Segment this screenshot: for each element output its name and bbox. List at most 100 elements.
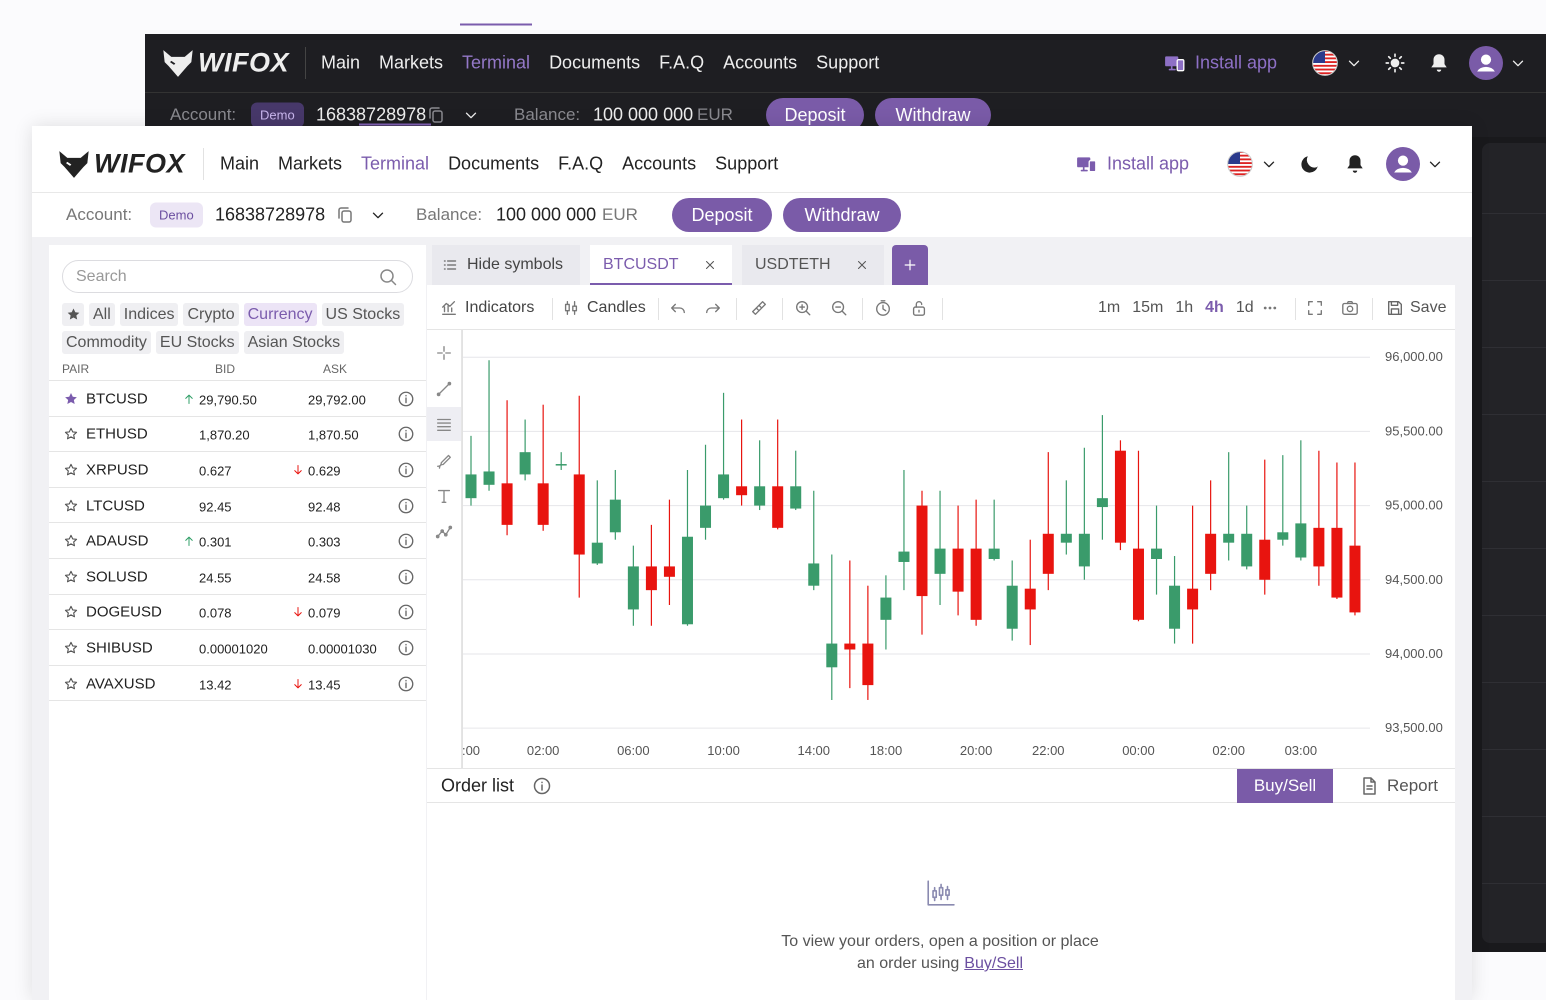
info-icon[interactable] (397, 390, 415, 408)
close-tab[interactable] (703, 258, 717, 272)
withdraw-button[interactable]: Withdraw (783, 198, 901, 232)
filter-chip[interactable]: All (89, 303, 115, 326)
notifications[interactable] (1428, 52, 1450, 74)
interval[interactable]: 1m (1098, 299, 1121, 316)
tool-brush[interactable] (435, 451, 453, 469)
interval[interactable]: 1d (1235, 299, 1254, 316)
tool-ruler[interactable] (750, 299, 768, 317)
tool-line[interactable] (435, 380, 453, 398)
nav-item[interactable]: Main (220, 153, 260, 174)
install-app[interactable]: Install app (1195, 52, 1278, 73)
filter-chip[interactable]: Crypto (183, 303, 239, 326)
nav-item[interactable]: Accounts (723, 52, 798, 73)
copy-icon[interactable] (426, 105, 446, 125)
nav-item[interactable]: Accounts (622, 153, 697, 174)
notifications[interactable] (1344, 153, 1366, 175)
add-tab[interactable] (892, 245, 928, 285)
search-input[interactable]: Search (62, 260, 413, 293)
tool-cross[interactable] (435, 344, 453, 362)
nav-item[interactable]: Terminal (460, 23, 533, 73)
indicators-icon[interactable] (440, 299, 458, 317)
save[interactable]: Save (1410, 299, 1447, 316)
language-flag[interactable] (1227, 151, 1253, 177)
filter-chip[interactable]: EU Stocks (155, 331, 239, 354)
candle-body (988, 548, 1000, 559)
tool-undo[interactable] (669, 299, 687, 317)
info-icon[interactable] (397, 497, 415, 515)
filter-chip[interactable]: Commodity (62, 331, 151, 354)
info-icon[interactable] (397, 675, 415, 693)
nav-item[interactable]: Markets (278, 153, 343, 174)
tool-zout[interactable] (830, 299, 848, 317)
symbol-row[interactable]: DOGEUSD 0.078 0.079 (49, 595, 426, 631)
filter-chip[interactable]: Asian Stocks (243, 331, 345, 354)
interval[interactable]: 1h (1175, 299, 1194, 316)
avatar[interactable] (1386, 147, 1420, 181)
symbol-row[interactable]: ADAUSD 0.301 0.303 (49, 523, 426, 559)
favorites-filter[interactable] (62, 303, 84, 326)
icon-part (65, 392, 77, 404)
info-icon[interactable] (397, 568, 415, 586)
theme-toggle[interactable] (1299, 153, 1321, 175)
tool-clock[interactable] (874, 299, 892, 317)
nav-item[interactable]: Support (816, 52, 880, 73)
tool-zin[interactable] (794, 299, 812, 317)
fullscreen[interactable] (1306, 299, 1324, 317)
info-icon[interactable] (397, 639, 415, 657)
nav-item[interactable]: Documents (549, 52, 641, 73)
info-icon[interactable] (532, 776, 552, 796)
chevron[interactable] (462, 106, 480, 124)
symbol-tab[interactable]: BTCUSDT (590, 245, 732, 285)
nav-item[interactable]: Support (715, 153, 779, 174)
info-icon[interactable] (397, 532, 415, 550)
buy-sell-link[interactable]: Buy/Sell (964, 955, 1023, 972)
copy-icon[interactable] (335, 205, 355, 225)
interval[interactable]: 15m (1132, 299, 1164, 316)
chevron[interactable] (369, 206, 387, 224)
more[interactable] (1262, 300, 1278, 316)
symbol-row[interactable]: SOLUSD 24.55 24.58 (49, 559, 426, 595)
info-icon[interactable] (397, 603, 415, 621)
tool-hlines[interactable] (435, 415, 453, 433)
icon-part (1429, 161, 1441, 168)
save-icon[interactable] (1386, 299, 1404, 317)
interval[interactable]: 4h (1205, 299, 1224, 316)
report[interactable]: Report (1387, 776, 1439, 795)
tool-nodes[interactable] (435, 523, 453, 541)
filter-chip[interactable]: US Stocks (321, 303, 405, 326)
language-flag[interactable] (1312, 50, 1338, 76)
symbol-tab[interactable]: USDTETH (742, 245, 884, 285)
nav-item[interactable]: Documents (448, 153, 540, 174)
avatar[interactable] (1469, 46, 1503, 80)
nav-item[interactable]: Terminal (359, 123, 432, 174)
indicators[interactable]: Indicators (465, 299, 535, 316)
symbol-row[interactable]: BTCUSD 29,790.50 29,792.00 (49, 381, 426, 417)
buy-sell-button[interactable]: Buy/Sell (1237, 769, 1333, 803)
tool-lock[interactable] (910, 299, 928, 317)
deposit-button[interactable]: Deposit (672, 198, 772, 232)
candles[interactable]: Candles (587, 299, 646, 316)
info-icon[interactable] (397, 461, 415, 479)
filter-chip[interactable]: Indices (119, 303, 179, 326)
nav-item[interactable]: Main (321, 52, 361, 73)
icon-part (1077, 157, 1097, 173)
hide-symbols-tab[interactable]: Hide symbols (432, 245, 580, 285)
symbol-row[interactable]: SHIBUSD 0.00001020 0.00001030 (49, 630, 426, 666)
symbol-row[interactable]: ETHUSD 1,870.20 1,870.50 (49, 417, 426, 453)
nav-item[interactable]: Markets (379, 52, 444, 73)
symbol-row[interactable]: XRPUSD 0.627 0.629 (49, 452, 426, 488)
candles-icon[interactable] (562, 299, 580, 317)
nav-item[interactable]: F.A.Q (558, 153, 604, 174)
filter-chip[interactable]: Currency (243, 303, 317, 326)
symbol-row[interactable]: AVAXUSD 13.42 13.45 (49, 666, 426, 702)
screenshot[interactable] (1341, 299, 1359, 317)
symbol-row[interactable]: LTCUSD 92.45 92.48 (49, 488, 426, 524)
close-tab[interactable] (855, 258, 869, 272)
tool-text[interactable] (435, 487, 453, 505)
nav-item[interactable]: F.A.Q (659, 52, 705, 73)
theme-toggle[interactable] (1384, 52, 1406, 74)
install-app[interactable]: Install app (1107, 153, 1190, 174)
tool-redo[interactable] (704, 299, 722, 317)
info-icon[interactable] (397, 425, 415, 443)
report-icon[interactable] (1359, 776, 1379, 796)
